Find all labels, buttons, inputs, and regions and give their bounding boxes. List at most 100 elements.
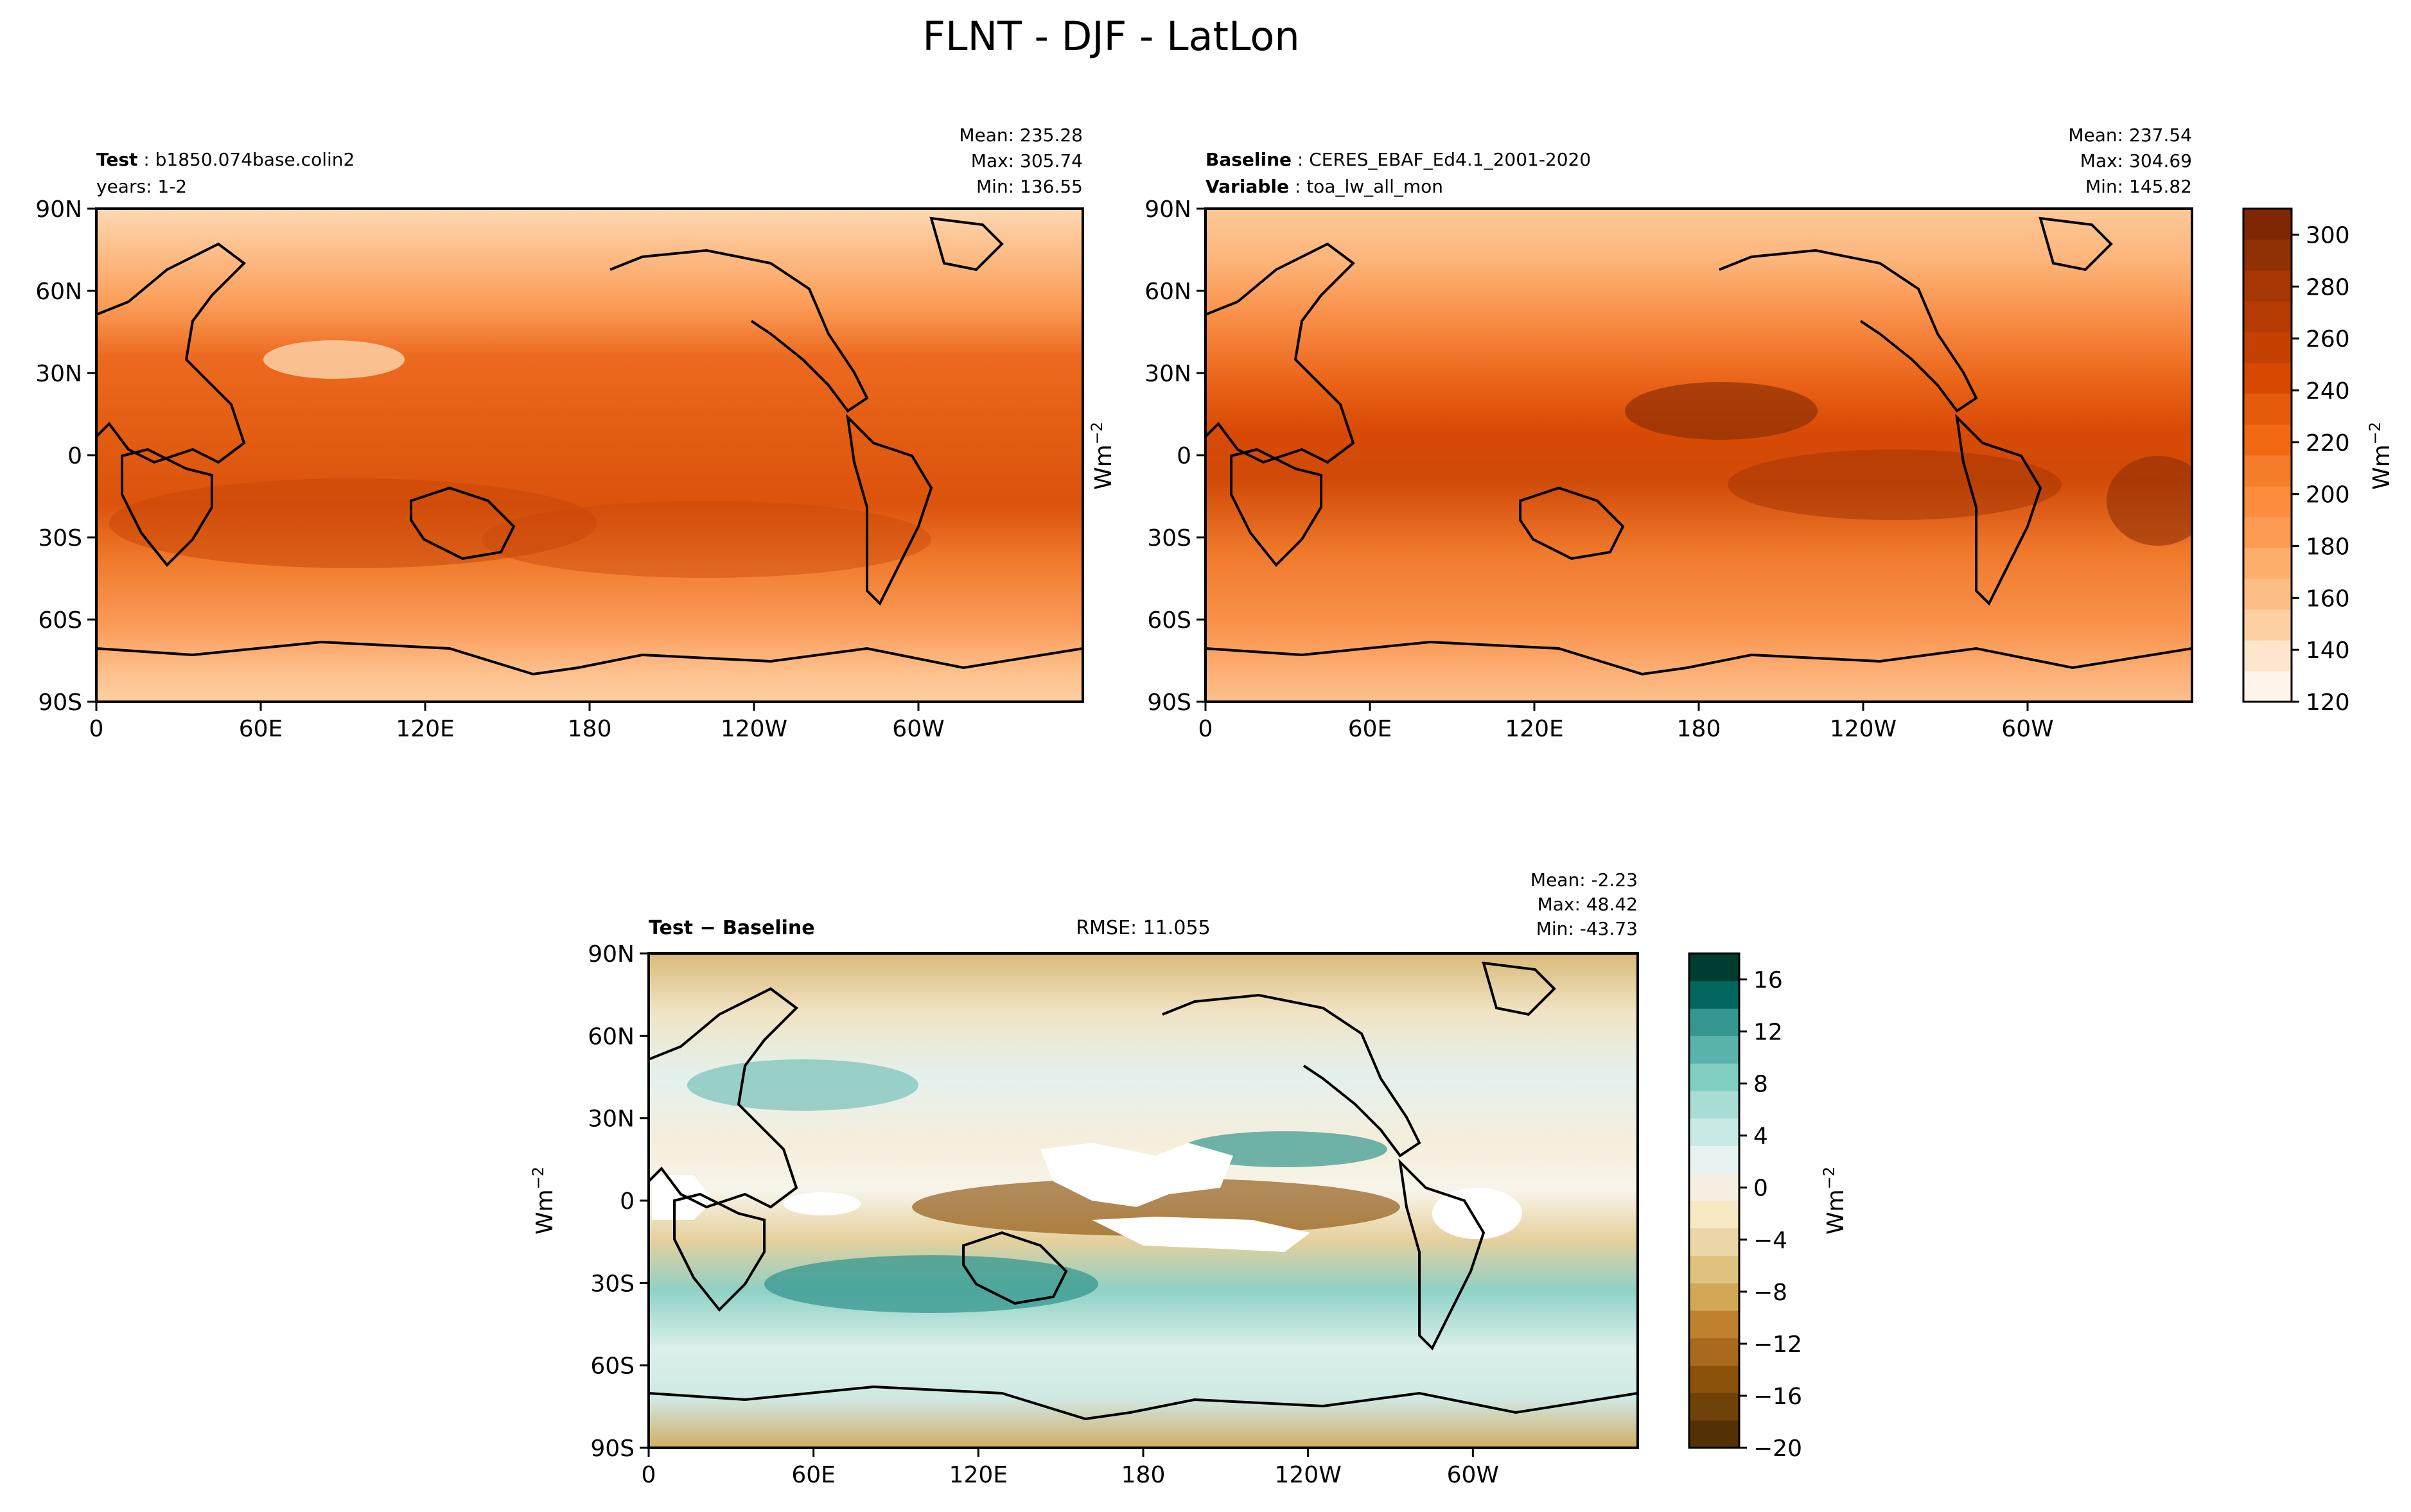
- x-tick-label: 120W: [721, 716, 787, 742]
- baseline-field: [1206, 209, 2192, 702]
- x-tick-label: 120E: [396, 716, 454, 742]
- colorbar-tick-label: 16: [1753, 968, 1783, 994]
- baseline-south-pacific-band: [1728, 449, 2062, 520]
- y-tick-label: 30S: [1147, 525, 1191, 552]
- colorbar-segment: [2243, 640, 2292, 672]
- diff-white-region-south-pacific: [1092, 1217, 1310, 1252]
- test-axes: 0 60E 120E 180 120W 60W 90N 60N 30N 0 30S 60S 90S: [35, 196, 944, 742]
- baseline-left-line-1: Baseline : CERES_EBAF_Ed4.1_2001-2020: [1206, 149, 1591, 170]
- colorbar-segment: [1689, 1008, 1739, 1036]
- colorbar-segment: [1689, 1228, 1739, 1256]
- colorbar-segment: [2243, 209, 2292, 240]
- baseline-stat-mean: Mean: 237.54: [2068, 125, 2192, 146]
- y-tick-label: 90N: [588, 941, 635, 968]
- colorbar-segment: [1689, 1090, 1739, 1119]
- colorbar-tick-label: 280: [2306, 274, 2350, 300]
- y-tick-label: 60N: [1144, 279, 1191, 305]
- colorbar-tick-label: 180: [2306, 534, 2350, 560]
- diff-stat-max: Max: 48.42: [1538, 894, 1638, 915]
- colorbar-segment: [1689, 1337, 1739, 1366]
- y-tick-label: 60N: [588, 1023, 635, 1050]
- test-pacific-band: [482, 501, 931, 578]
- colorbar-segment: [2243, 548, 2292, 579]
- colorbar-segment: [2243, 270, 2292, 302]
- x-tick-label: 60W: [1447, 1462, 1499, 1488]
- colorbar-tick-label: −8: [1753, 1280, 1787, 1306]
- colorbar-tick-label: −20: [1753, 1436, 1802, 1462]
- x-tick-label: 180: [1121, 1462, 1166, 1488]
- colorbar-diff-label: Wm−2: [1820, 1167, 1849, 1235]
- y-tick-label: 0: [67, 443, 82, 469]
- test-stat-mean: Mean: 235.28: [959, 125, 1083, 146]
- y-tick-label: 30S: [38, 525, 82, 552]
- x-tick-label: 120W: [1830, 716, 1897, 742]
- y-tick-label: 60S: [590, 1353, 635, 1380]
- colorbar-segment: [1689, 1283, 1739, 1311]
- y-tick-label: 0: [1177, 443, 1191, 469]
- colorbar-segment: [1689, 1365, 1739, 1393]
- colorbar-tick-label: 260: [2306, 326, 2350, 352]
- colorbar-segment: [1689, 980, 1739, 1009]
- colorbar-segment: [2243, 517, 2292, 548]
- diff-axes: 0 60E 120E 180 120W 60W 90N 60N 30N 0 30S 60S 90S: [588, 941, 1499, 1488]
- diff-stat-min: Min: -43.73: [1536, 918, 1638, 939]
- colorbar-segment: [2243, 394, 2292, 425]
- test-stat-min: Min: 136.55: [976, 176, 1083, 197]
- colorbar-segment: [1689, 1063, 1739, 1091]
- colorbar-segment: [1689, 1310, 1739, 1339]
- colorbar-segment: [1689, 1201, 1739, 1229]
- diff-stat-mean: Mean: -2.23: [1530, 869, 1638, 891]
- y-tick-label: 30S: [590, 1271, 635, 1297]
- colorbar-tick-label: 0: [1753, 1176, 1768, 1202]
- test-left-line-1: Test : b1850.074base.colin2: [96, 149, 355, 170]
- test-stat-max: Max: 305.74: [971, 150, 1083, 171]
- colorbar-segment: [1689, 1036, 1739, 1064]
- panel-baseline: Baseline : CERES_EBAF_Ed4.1_2001-2020 Va…: [1144, 125, 2193, 742]
- y-tick-label: 90S: [590, 1436, 635, 1462]
- diff-negative-band: [912, 1178, 1400, 1236]
- colorbar-tick-label: 4: [1753, 1124, 1768, 1150]
- colorbar-segment: [1689, 1145, 1739, 1174]
- diff-positive-band-south: [764, 1255, 1098, 1313]
- colorbar-segment: [2243, 301, 2292, 333]
- x-tick-label: 0: [89, 716, 104, 742]
- colorbar-frame: [1688, 952, 1740, 1449]
- colorbar-segment: [2243, 363, 2292, 394]
- diff-left-title: Test − Baseline: [649, 917, 815, 939]
- colorbar-tick-label: 140: [2306, 638, 2350, 664]
- colorbar-segment: [1689, 1393, 1739, 1421]
- colorbar-segment: [1689, 1420, 1739, 1448]
- colorbar-segment: [2243, 609, 2292, 641]
- y-tick-label: 30N: [35, 361, 82, 387]
- colorbar-main-label: Wm−2: [2366, 422, 2395, 490]
- figure-title: FLNT - DJF - LatLon: [922, 13, 1299, 60]
- colorbar-tick-label: 200: [2306, 482, 2350, 508]
- colorbar-segment: [2243, 332, 2292, 363]
- colorbar-tick-label: 12: [1753, 1020, 1783, 1046]
- y-tick-label: 30N: [1144, 361, 1191, 387]
- x-tick-label: 60E: [1348, 716, 1392, 742]
- y-tick-label: 90N: [35, 196, 82, 223]
- colorbar-tick-label: 160: [2306, 586, 2350, 612]
- baseline-pacific-maximum: [1625, 382, 1818, 440]
- colorbar-segment: [1689, 1173, 1739, 1201]
- diff-positive-band-north: [687, 1059, 918, 1111]
- colorbar-segment: [2243, 578, 2292, 610]
- diff-white-region-africa: [784, 1192, 861, 1215]
- x-tick-label: 60E: [791, 1462, 836, 1488]
- colorbar-segment: [1689, 953, 1739, 982]
- colorbar-tick-label: −4: [1753, 1228, 1787, 1254]
- x-tick-label: 60W: [2001, 716, 2053, 742]
- diff-rmse: RMSE: 11.055: [1076, 917, 1210, 939]
- x-tick-label: 0: [642, 1462, 656, 1488]
- y-tick-label: 90N: [1144, 196, 1191, 223]
- test-field: [96, 209, 1083, 702]
- y-tick-label: 90S: [1147, 690, 1191, 716]
- baseline-axes: 0 60E 120E 180 120W 60W 90N 60N 30N 0 30S 60S 90S: [1144, 196, 2053, 742]
- y-tick-label: 30N: [588, 1106, 635, 1133]
- colorbar-tick-label: −12: [1753, 1332, 1802, 1358]
- colorbar-tick-label: −16: [1753, 1384, 1802, 1410]
- x-tick-label: 0: [1198, 716, 1213, 742]
- colorbar-segment: [2243, 486, 2292, 517]
